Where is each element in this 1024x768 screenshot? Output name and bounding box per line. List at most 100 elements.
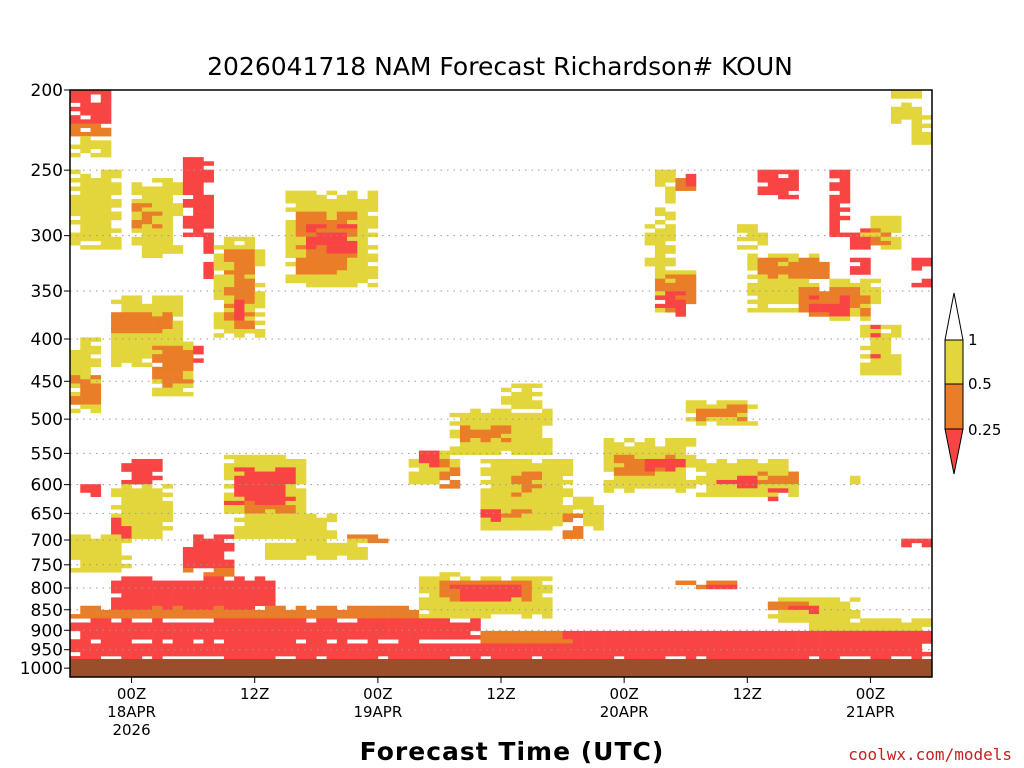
heatmap-cell: [152, 593, 163, 598]
heatmap-cell: [511, 400, 522, 405]
heatmap-cell: [788, 475, 799, 481]
heatmap-cell: [685, 270, 697, 275]
heatmap-cell: [665, 295, 676, 300]
heatmap-cell: [418, 588, 430, 594]
heatmap-cell: [890, 630, 902, 636]
heatmap-cell: [480, 526, 492, 531]
heatmap-cell: [839, 630, 851, 636]
heatmap-cell: [747, 282, 758, 288]
heatmap-cell: [131, 312, 143, 317]
heatmap-cell: [223, 312, 235, 317]
heatmap-cell: [511, 639, 522, 644]
heatmap-cell: [223, 324, 235, 330]
heatmap-cell: [80, 186, 91, 191]
heatmap-cell: [162, 182, 173, 187]
heatmap-cell: [336, 245, 348, 250]
heatmap-cell: [870, 236, 881, 242]
heatmap-cell: [501, 635, 512, 640]
heatmap-cell: [203, 584, 214, 590]
heatmap-cell: [490, 597, 502, 602]
heatmap-cell: [90, 383, 102, 388]
heatmap-cell: [336, 215, 348, 221]
heatmap-cell: [295, 266, 307, 271]
heatmap-cell: [798, 270, 810, 275]
heatmap-cell: [593, 509, 604, 514]
heatmap-cell: [521, 605, 533, 611]
heatmap-cell: [264, 484, 276, 489]
heatmap-cell: [521, 412, 533, 418]
heatmap-cell: [234, 291, 245, 296]
heatmap-cell: [100, 622, 112, 627]
heatmap-cell: [336, 207, 348, 212]
heatmap-cell: [829, 639, 840, 644]
heatmap-cell: [162, 333, 173, 338]
heatmap-cell: [644, 656, 656, 661]
heatmap-cell: [470, 408, 481, 414]
heatmap-cell: [172, 207, 184, 212]
heatmap-cell: [459, 609, 471, 615]
heatmap-cell: [131, 337, 143, 342]
heatmap-cell: [583, 517, 594, 523]
heatmap-cell: [521, 635, 533, 640]
heatmap-cell: [244, 303, 256, 309]
heatmap-cell: [726, 467, 738, 472]
heatmap-cell: [306, 630, 317, 636]
heatmap-cell: [121, 337, 132, 342]
heatmap-cell: [613, 458, 625, 464]
heatmap-cell: [264, 492, 276, 497]
heatmap-cell: [100, 207, 112, 212]
heatmap-cell: [480, 521, 492, 527]
heatmap-cell: [521, 396, 533, 401]
heatmap-cell: [336, 249, 348, 254]
heatmap-cell: [80, 219, 91, 225]
heatmap-cell: [152, 605, 163, 611]
heatmap-cell: [685, 643, 697, 648]
heatmap-cell: [490, 475, 502, 481]
heatmap-cell: [531, 492, 543, 497]
heatmap-cell: [141, 362, 153, 368]
heatmap-cell: [819, 635, 830, 640]
heatmap-cell: [685, 287, 697, 292]
heatmap-cell: [316, 622, 327, 627]
heatmap-cell: [849, 295, 861, 300]
y-tick-label: 600: [31, 476, 63, 496]
heatmap-cell: [234, 635, 245, 640]
heatmap-cell: [808, 312, 820, 317]
heatmap-cell: [603, 651, 615, 657]
heatmap-cell: [182, 622, 194, 627]
heatmap-cell: [675, 450, 687, 456]
heatmap-cell: [757, 471, 769, 477]
heatmap-cell: [244, 299, 256, 305]
heatmap-cell: [439, 601, 450, 607]
heatmap-cell: [860, 245, 871, 250]
heatmap-cell: [285, 618, 297, 623]
heatmap-cell: [182, 383, 194, 388]
heatmap-cell: [357, 203, 368, 208]
heatmap-cell: [131, 358, 143, 363]
heatmap-cell: [275, 622, 286, 627]
y-tick-label: 800: [31, 579, 63, 599]
heatmap-cell: [152, 496, 163, 502]
heatmap-cell: [449, 458, 461, 464]
heatmap-cell: [562, 530, 574, 535]
heatmap-cell: [244, 324, 256, 330]
heatmap-cell: [767, 656, 779, 661]
heatmap-cell: [665, 291, 676, 296]
heatmap-cell: [870, 622, 881, 627]
heatmap-cell: [429, 475, 440, 481]
heatmap-cell: [808, 308, 820, 313]
heatmap-cell: [336, 219, 348, 225]
heatmap-cell: [911, 140, 923, 145]
heatmap-cell: [203, 203, 214, 208]
heatmap-cell: [111, 228, 122, 233]
heatmap-cell: [603, 458, 615, 464]
heatmap-cell: [100, 182, 112, 187]
heatmap-cell: [100, 542, 112, 548]
heatmap-cell: [131, 303, 143, 309]
heatmap-cell: [860, 370, 871, 376]
heatmap-cell: [819, 622, 830, 627]
x-tick-label: 00Z: [856, 685, 885, 703]
heatmap-cell: [685, 178, 697, 183]
heatmap-cell: [141, 345, 153, 351]
heatmap-cell: [182, 597, 194, 602]
